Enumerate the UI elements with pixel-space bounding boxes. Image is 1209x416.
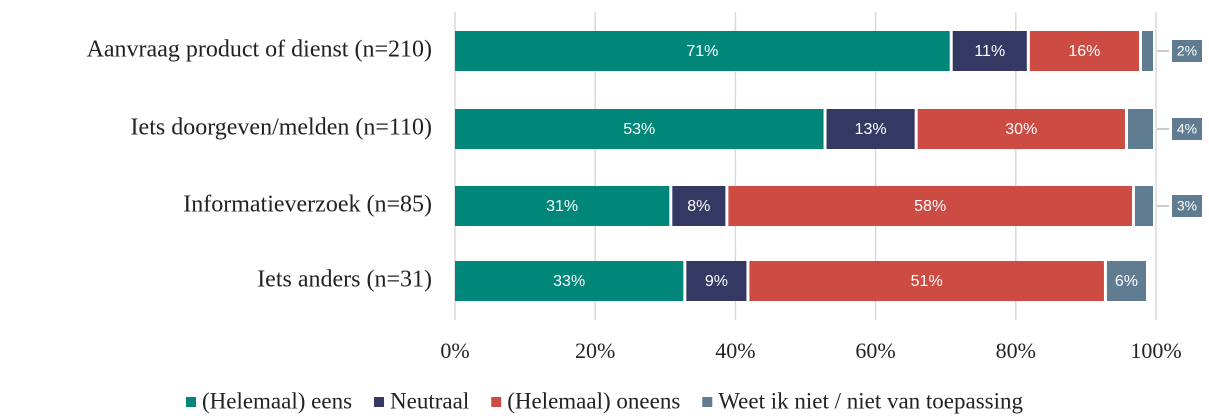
bar-segment <box>455 109 824 149</box>
value-label: 2% <box>1177 43 1197 59</box>
legend-label: (Helemaal) eens <box>202 388 352 413</box>
bar-segment <box>1106 261 1146 301</box>
bar-segment <box>1141 31 1153 71</box>
legend-item: Weet ik niet / niet van toepassing <box>702 388 1024 413</box>
value-label: 30% <box>1005 121 1037 138</box>
value-label: 8% <box>687 198 710 215</box>
category-label: Iets anders (n=31) <box>257 267 432 293</box>
value-label: 53% <box>623 121 655 138</box>
x-tick-label: 100% <box>1130 338 1181 363</box>
value-label: 4% <box>1177 121 1197 137</box>
legend-label: Weet ik niet / niet van toepassing <box>718 388 1023 413</box>
grid: 0% 20% 40% 60% 80% 100% <box>440 12 1182 363</box>
category-label: Informatieverzoek (n=85) <box>183 192 432 218</box>
value-label: 71% <box>686 43 718 60</box>
x-tick-label: 60% <box>855 338 895 363</box>
legend-swatch <box>491 397 502 407</box>
legend-swatch <box>702 397 713 407</box>
bar-segment <box>952 31 1027 71</box>
value-label: 31% <box>546 198 578 215</box>
bar-segment <box>728 186 1132 226</box>
value-label: 51% <box>911 273 943 290</box>
bar-segment <box>455 31 950 71</box>
bar-segment <box>1127 109 1153 149</box>
value-label: 6% <box>1115 273 1138 290</box>
bar-segment <box>455 186 670 226</box>
value-label-box <box>1172 118 1202 140</box>
bar-segment <box>455 261 684 301</box>
bar-segment <box>826 109 915 149</box>
value-label: 13% <box>855 121 887 138</box>
legend-swatch <box>374 397 385 407</box>
legend-label: (Helemaal) oneens <box>507 388 680 413</box>
legend-item: (Helemaal) eens <box>185 388 352 413</box>
value-label: 9% <box>705 273 728 290</box>
legend-item: (Helemaal) oneens <box>491 388 680 413</box>
legend: (Helemaal) eens Neutraal (Helemaal) oneens… <box>185 388 1024 413</box>
bars: Aanvraag product of dienst (n=210) 71% 11%… <box>87 31 1202 301</box>
bar-segment <box>917 109 1125 149</box>
category-label: Iets doorgeven/melden (n=110) <box>131 115 432 141</box>
value-label: 16% <box>1068 43 1100 60</box>
bar-segment <box>686 261 747 301</box>
legend-item: Neutraal <box>374 388 469 413</box>
value-label: 11% <box>974 43 1005 60</box>
value-label: 3% <box>1177 198 1197 214</box>
legend-swatch <box>185 397 196 407</box>
value-label-box <box>1172 40 1202 62</box>
bar-segment <box>749 261 1104 301</box>
bar-segment <box>1134 186 1153 226</box>
x-tick-label: 80% <box>996 338 1036 363</box>
legend-label: Neutraal <box>390 388 469 413</box>
bar-segment <box>1029 31 1139 71</box>
value-label: 58% <box>914 198 946 215</box>
value-label-box <box>1172 195 1202 217</box>
bar-segment <box>672 186 726 226</box>
x-tick-label: 0% <box>440 338 469 363</box>
x-tick-label: 20% <box>575 338 615 363</box>
x-tick-label: 40% <box>715 338 755 363</box>
value-label: 33% <box>553 273 585 290</box>
category-label: Aanvraag product of dienst (n=210) <box>87 37 432 63</box>
